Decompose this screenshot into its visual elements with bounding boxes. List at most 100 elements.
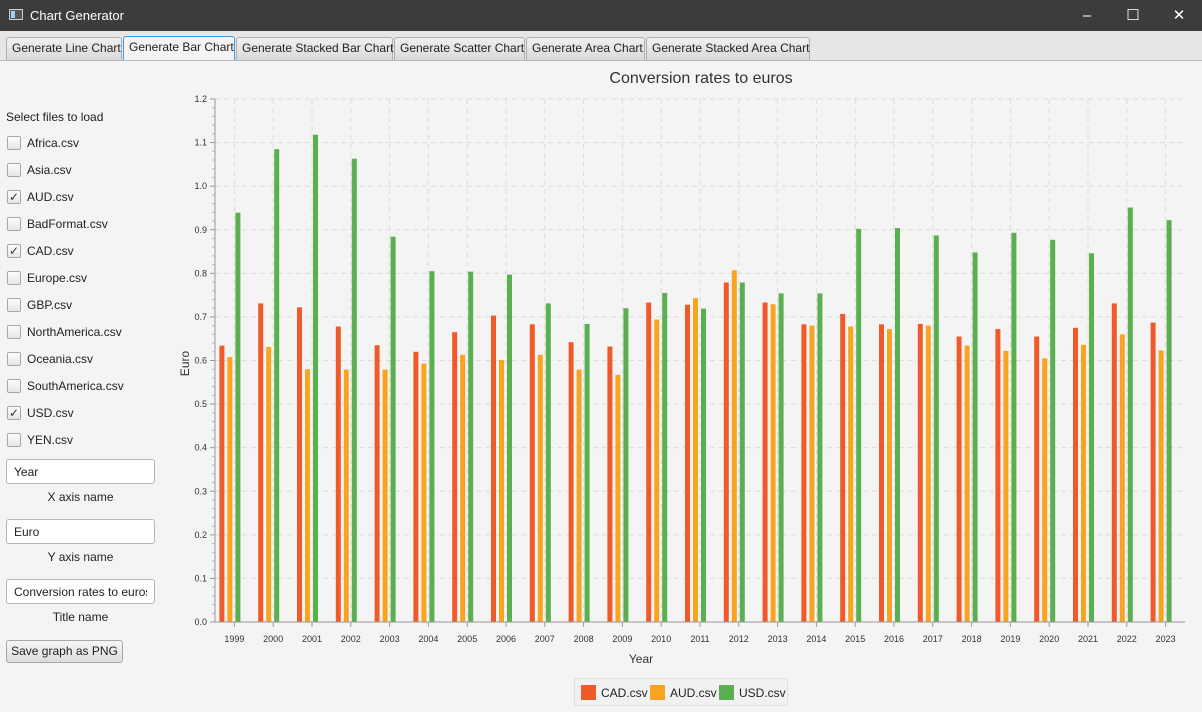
y-axis-name-input[interactable] — [6, 519, 155, 544]
legend-label: USD.csv — [739, 686, 786, 700]
y-tick-label: 1.1 — [194, 138, 207, 148]
x-axis-name-input[interactable] — [6, 459, 155, 484]
checkbox[interactable] — [7, 433, 21, 447]
tab-scatter-chart[interactable]: Generate Scatter Chart — [394, 37, 525, 60]
x-tick-label: 2009 — [612, 634, 632, 644]
y-axis-label: Euro — [178, 351, 192, 377]
checkbox[interactable] — [7, 379, 21, 393]
y-tick-label: 0.8 — [194, 268, 207, 278]
minimize-button[interactable]: – — [1082, 7, 1092, 24]
bar-cad — [529, 324, 535, 622]
file-label: Africa.csv — [27, 136, 80, 150]
bar-aud — [1119, 334, 1125, 622]
save-png-button[interactable]: Save graph as PNG — [6, 640, 123, 663]
bar-aud — [887, 329, 892, 622]
x-tick-label: 2004 — [418, 634, 438, 644]
x-tick-label: 2021 — [1078, 634, 1098, 644]
y-tick-label: 0.1 — [194, 573, 207, 583]
window-title: Chart Generator — [30, 8, 124, 23]
x-tick-label: 2017 — [923, 634, 943, 644]
bar-aud — [266, 346, 272, 622]
close-button[interactable]: ✕ — [1172, 7, 1186, 24]
bar-usd — [817, 293, 823, 622]
bar-aud — [809, 325, 815, 622]
title-name-input[interactable] — [6, 579, 155, 604]
tab-bar-chart[interactable]: Generate Bar Chart — [123, 36, 235, 60]
tab-stacked-bar-chart[interactable]: Generate Stacked Bar Chart — [236, 37, 393, 60]
checkbox[interactable]: ✓ — [7, 244, 21, 258]
bar-usd — [390, 236, 396, 622]
select-files-label: Select files to load — [6, 110, 104, 124]
maximize-button[interactable]: ☐ — [1126, 7, 1140, 24]
x-tick-label: 2010 — [651, 634, 671, 644]
x-tick-label: 2013 — [768, 634, 788, 644]
bar-usd — [584, 323, 590, 622]
bar-usd — [235, 212, 241, 622]
checkbox[interactable]: ✓ — [7, 190, 21, 204]
x-tick-label: 2016 — [884, 634, 904, 644]
checkbox[interactable] — [7, 325, 21, 339]
bar-cad — [607, 346, 613, 622]
legend-label: AUD.csv — [670, 686, 717, 700]
bar-aud — [499, 360, 504, 622]
checkbox[interactable] — [7, 136, 21, 150]
checkbox[interactable]: ✓ — [7, 406, 21, 420]
bar-usd — [778, 293, 784, 622]
bar-cad — [956, 336, 962, 622]
bar-usd — [623, 308, 629, 622]
bar-cad — [762, 302, 768, 622]
y-tick-label: 1.2 — [194, 94, 207, 104]
title-name-caption: Title name — [52, 610, 109, 624]
bar-cad — [258, 303, 264, 622]
bar-cad — [297, 307, 302, 622]
bar-aud — [615, 374, 621, 622]
bar-aud — [537, 354, 543, 622]
bar-usd — [429, 271, 435, 622]
bar-usd — [701, 308, 706, 622]
bar-usd — [972, 252, 978, 622]
x-tick-label: 2000 — [263, 634, 283, 644]
bar-aud — [925, 325, 931, 622]
x-tick-label: 1999 — [224, 634, 244, 644]
bar-aud — [654, 319, 660, 622]
bar-cad — [374, 345, 380, 622]
bar-aud — [731, 270, 737, 622]
x-tick-label: 2012 — [729, 634, 749, 644]
bar-aud — [1081, 344, 1086, 622]
checkbox[interactable] — [7, 298, 21, 312]
bar-aud — [421, 363, 427, 622]
x-tick-label: 2002 — [341, 634, 361, 644]
y-tick-label: 0.9 — [194, 225, 207, 235]
checkbox[interactable] — [7, 217, 21, 231]
bar-aud — [343, 369, 349, 622]
bar-aud — [964, 345, 970, 622]
file-label: BadFormat.csv — [27, 217, 108, 231]
tab-area-chart[interactable]: Generate Area Chart — [526, 37, 645, 60]
app-window-icon — [9, 9, 23, 20]
bar-usd — [933, 235, 939, 622]
file-label: AUD.csv — [27, 190, 74, 204]
bar-aud — [382, 369, 388, 622]
bar-cad — [413, 351, 419, 622]
tab-stacked-area-chart[interactable]: Generate Stacked Area Chart — [646, 37, 810, 60]
bar-cad — [219, 345, 225, 622]
checkbox[interactable] — [7, 352, 21, 366]
x-tick-label: 2006 — [496, 634, 516, 644]
bar-usd — [1050, 239, 1056, 622]
checkbox[interactable] — [7, 271, 21, 285]
file-label: GBP.csv — [27, 298, 73, 312]
bar-usd — [1089, 253, 1094, 622]
bar-usd — [545, 303, 551, 622]
bar-usd — [739, 282, 745, 622]
tab-line-chart[interactable]: Generate Line Chart — [6, 37, 122, 60]
x-tick-label: 2007 — [535, 634, 555, 644]
bar-usd — [313, 134, 318, 622]
bar-cad — [879, 324, 884, 622]
checkbox[interactable] — [7, 163, 21, 177]
bar-aud — [1042, 358, 1048, 622]
file-label: Oceania.csv — [27, 352, 94, 366]
file-label: Europe.csv — [27, 271, 88, 285]
bar-cad — [568, 342, 574, 622]
title-bar: Chart Generator – ☐ ✕ — [0, 0, 1202, 31]
bar-aud — [693, 298, 698, 622]
